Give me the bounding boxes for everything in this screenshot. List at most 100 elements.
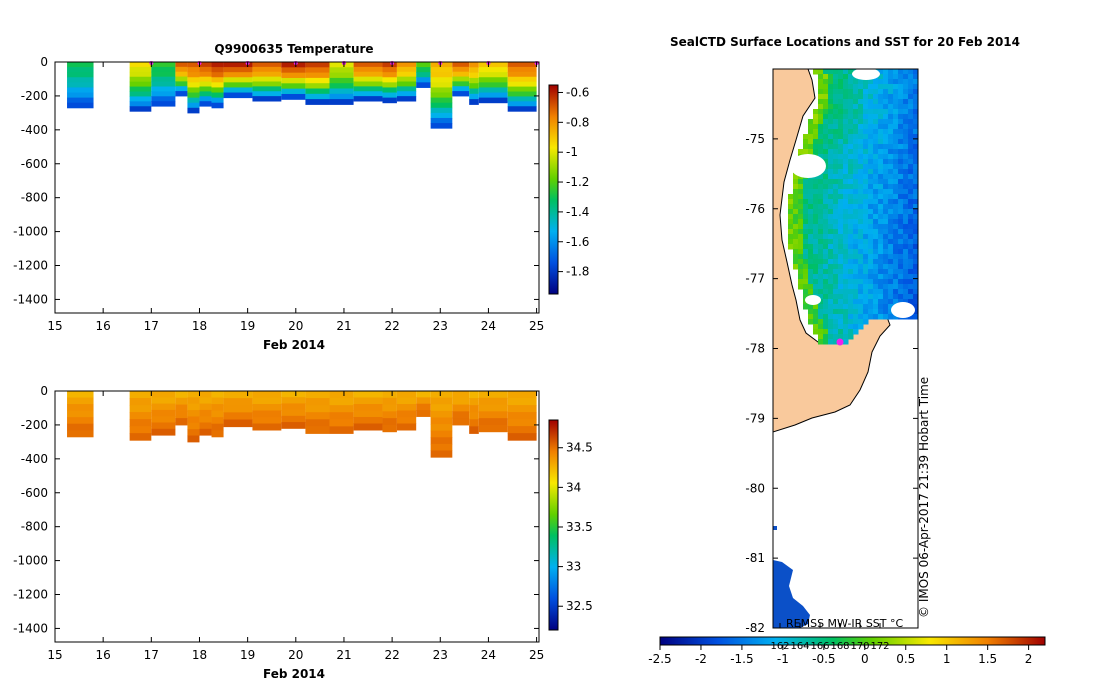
sst-cell	[823, 214, 829, 220]
sst-cell	[878, 214, 884, 220]
sst-cell	[838, 144, 844, 150]
sst-cell	[823, 284, 829, 290]
temperature-cell	[129, 62, 152, 68]
sst-cell	[888, 159, 894, 165]
temperature-cell	[507, 101, 537, 107]
sst-cell	[903, 69, 909, 75]
temperature-cell	[129, 81, 152, 88]
salinity-cell	[281, 415, 306, 423]
sst-cell	[838, 109, 844, 115]
sst-cell	[833, 239, 839, 245]
sst-cell	[913, 189, 919, 195]
sst-cell	[833, 89, 839, 95]
sst-cell	[868, 109, 874, 115]
sst-cell	[888, 254, 894, 260]
sst-cell	[853, 174, 859, 180]
temperature-cell	[67, 62, 94, 68]
temperature-cell	[252, 81, 282, 87]
temperature-cell	[67, 72, 94, 78]
sst-cell	[848, 159, 854, 165]
sst-cell	[903, 194, 909, 200]
sst-cell	[828, 224, 834, 230]
sst-cell	[908, 109, 914, 115]
sst-cell	[913, 179, 919, 185]
sst-cell	[893, 179, 899, 185]
temperature-cell	[430, 123, 453, 129]
sst-cell	[848, 84, 854, 90]
sst-cell	[878, 294, 884, 300]
sst-cell	[828, 164, 834, 170]
sst-cell	[873, 184, 879, 190]
sst-cell	[818, 204, 824, 210]
lat-tick-label: -78	[745, 342, 765, 356]
sst-cell	[908, 99, 914, 105]
salinity-cell	[199, 428, 212, 436]
sst-cell	[823, 199, 829, 205]
sst-cell	[798, 229, 804, 235]
salinity-panel: 15 16 17 18 19 20 21 22 23 24 25 0-200-400-600-800…	[13, 384, 593, 681]
sst-cell	[893, 294, 899, 300]
sst-cell	[818, 239, 824, 245]
sst-cell	[853, 129, 859, 135]
sst-cell	[793, 244, 799, 250]
salinity-colorbar	[548, 419, 559, 631]
sst-cell	[878, 264, 884, 270]
sst-cell	[903, 294, 909, 300]
sst-cell	[798, 274, 804, 280]
colorbar-tick-label: 34	[566, 480, 581, 494]
sst-source-label: REMSS MW-IR SST °C	[786, 617, 904, 630]
sst-cell	[808, 254, 814, 260]
temperature-cell	[478, 97, 508, 104]
sst-cell	[828, 339, 834, 345]
sst-cell	[878, 219, 884, 225]
sst-cell	[868, 119, 874, 125]
lat-tick-label: -77	[745, 272, 765, 286]
sst-cell	[888, 289, 894, 295]
sst-cell	[853, 279, 859, 285]
temperature-cell	[353, 96, 383, 102]
temperature-cell	[129, 66, 152, 73]
sst-cell	[893, 89, 899, 95]
sst-cell	[883, 239, 889, 245]
sst-cell	[853, 204, 859, 210]
sst-cell	[898, 174, 904, 180]
sst-cell	[858, 149, 864, 155]
sst-cell	[898, 269, 904, 275]
sst-cell	[848, 219, 854, 225]
sst-cell	[808, 264, 814, 270]
sst-cell	[863, 94, 869, 100]
y-tick-label: -800	[21, 520, 48, 534]
x-tick-label: 20	[288, 319, 303, 333]
sst-cell	[813, 229, 819, 235]
salinity-cell	[353, 417, 383, 425]
sst-cell	[818, 189, 824, 195]
sst-cell	[888, 94, 894, 100]
sst-cell	[838, 129, 844, 135]
salinity-cell	[211, 417, 224, 425]
lon-tick-label: 168	[830, 641, 849, 652]
sst-cell	[833, 289, 839, 295]
sst-cell	[878, 154, 884, 160]
sst-cell	[868, 89, 874, 95]
sst-cell	[818, 314, 824, 320]
sst-cell	[888, 124, 894, 130]
sst-cell	[898, 159, 904, 165]
sst-cell	[808, 304, 814, 310]
sst-cell	[908, 244, 914, 250]
sst-colorbar-tick-label: -0.5	[812, 652, 835, 666]
sst-cell	[833, 319, 839, 325]
sst-cell	[823, 294, 829, 300]
sst-cell	[833, 214, 839, 220]
temperature-cell	[305, 72, 330, 79]
y-tick-label: -1400	[13, 621, 48, 635]
sst-cell	[913, 194, 919, 200]
sst-cell	[848, 289, 854, 295]
sst-cell	[893, 284, 899, 290]
sst-cell	[788, 214, 794, 220]
sst-cell	[898, 219, 904, 225]
temperature-cell	[507, 91, 537, 97]
salinity-cell	[211, 391, 224, 399]
sst-cell	[873, 249, 879, 255]
temperature-cell	[416, 62, 431, 68]
sst-cell	[903, 109, 909, 115]
